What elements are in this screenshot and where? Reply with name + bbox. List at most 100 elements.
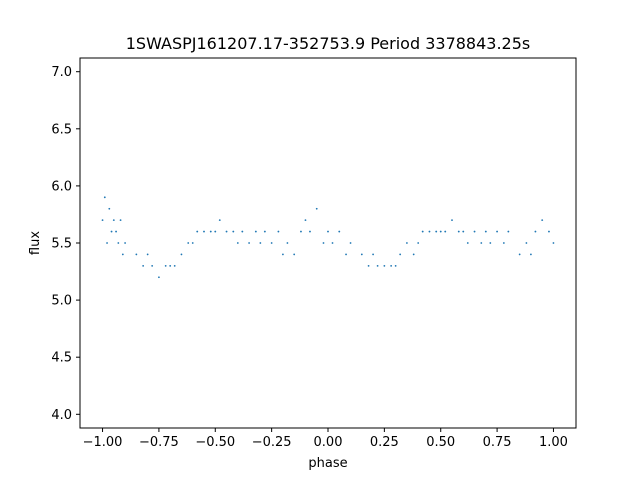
data-point [225,230,228,233]
data-point [270,242,273,244]
data-point [236,242,239,244]
data-point [331,242,334,244]
data-point [428,230,431,233]
y-tick-label: 4.5 [51,351,72,366]
data-point [248,242,250,244]
data-point [484,230,487,233]
data-point [300,230,302,233]
data-point [462,230,465,233]
data-point [110,230,113,233]
x-tick-label: 0.75 [483,435,512,450]
data-point [496,230,498,233]
data-point [203,230,205,233]
data-point [451,219,453,222]
data-point [541,219,544,222]
scatter-points [101,196,555,279]
y-tick-label: 7.0 [51,65,72,80]
data-point [315,207,318,210]
data-point [399,253,402,256]
data-point [349,242,352,244]
data-point [259,242,262,244]
y-tick-label: 5.5 [51,237,72,252]
data-point [394,264,397,267]
data-point [158,276,160,279]
data-point [383,264,386,267]
data-point [417,242,420,244]
x-tick-label: −0.25 [252,435,292,450]
x-tick-label: 0.50 [426,435,455,450]
chart-title: 1SWASPJ161207.17-352753.9 Period 3378843… [126,34,531,53]
data-point [360,253,363,256]
data-point [209,230,212,233]
data-point [117,242,120,244]
data-point [548,230,550,233]
data-point [254,230,257,233]
data-point [376,264,379,267]
y-tick-label: 6.5 [51,122,72,137]
data-point [191,242,194,244]
data-point [151,264,154,267]
data-point [466,242,469,244]
y-axis-label: flux [28,231,43,255]
y-tick-label: 5.0 [51,294,72,309]
data-point [263,230,266,233]
data-point [173,264,176,267]
data-point [327,230,329,233]
data-point [142,264,145,267]
data-point [530,253,532,256]
data-point [372,253,374,256]
data-point [457,230,460,233]
y-axis-ticks: 4.0 4.5 5.0 5.5 6.0 6.5 7.0 [51,65,80,423]
data-point [309,230,311,233]
data-point [293,253,296,256]
y-tick-label: 4.0 [51,408,72,423]
data-point [304,219,307,222]
y-tick-label: 6.0 [51,179,72,194]
data-point [322,242,325,244]
x-tick-label: 0.25 [370,435,399,450]
data-point [169,264,172,267]
data-point [444,230,447,233]
data-point [525,242,528,244]
data-point [241,230,244,233]
data-point [146,253,149,256]
x-axis-ticks: −1.00 −0.75 −0.50 −0.25 0.00 0.25 0.50 0.75 1.00 [83,428,568,450]
data-point [552,242,555,244]
data-point [435,230,438,233]
data-point [439,230,442,233]
x-tick-label: 0.00 [314,435,343,450]
data-point [489,242,492,244]
data-point [518,253,521,256]
data-point [103,196,106,199]
data-point [421,230,424,233]
data-point [412,253,415,256]
data-point [124,242,126,244]
data-point [187,242,190,244]
data-point [115,230,117,233]
data-point [286,242,289,244]
data-point [101,219,104,222]
data-point [135,253,138,256]
x-tick-label: −1.00 [83,435,123,450]
data-point [180,253,183,256]
data-point [338,230,341,233]
data-point [277,230,280,233]
data-point [367,264,370,267]
data-point [406,242,408,244]
data-point [218,219,221,222]
data-point [232,230,235,233]
data-point [390,264,393,267]
data-point [480,242,483,244]
data-point [345,253,347,256]
x-tick-label: 1.00 [539,435,568,450]
x-tick-label: −0.75 [139,435,179,450]
data-point [473,230,476,233]
x-axis-label: phase [308,456,347,471]
x-tick-label: −0.50 [195,435,235,450]
data-point [108,207,111,210]
data-point [502,242,505,244]
data-point [196,230,199,233]
data-point [119,219,122,222]
